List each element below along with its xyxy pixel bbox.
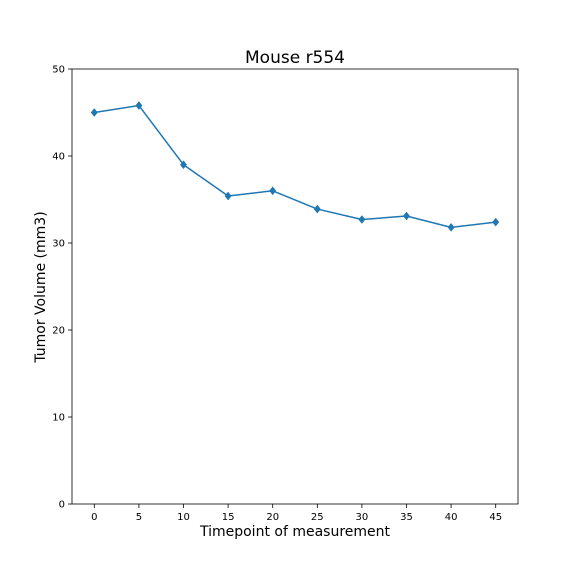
x-tick-label: 25	[311, 512, 324, 523]
x-tick-label: 5	[136, 512, 142, 523]
data-point-marker	[179, 160, 188, 170]
x-tick-label: 0	[91, 512, 97, 523]
y-tick-label: 30	[52, 239, 65, 250]
data-point-marker	[313, 204, 321, 214]
x-tick-label: 40	[445, 512, 458, 523]
y-tick-label: 10	[52, 413, 65, 424]
plot-frame	[71, 68, 519, 505]
data-point-marker	[402, 211, 411, 221]
plot-area: 0 5 10 15 20 25 30 35 40 45 0 10 20 30 40 50	[52, 65, 519, 523]
chart-title: Mouse r554	[245, 48, 345, 68]
y-axis-title: Tumor Volume (mm3)	[33, 211, 49, 363]
x-tick-label: 30	[356, 512, 369, 523]
x-tick-label: 35	[400, 512, 413, 523]
data-point-marker	[135, 101, 143, 110]
y-tick-label: 50	[52, 65, 65, 76]
x-tick-label: 15	[222, 512, 235, 523]
y-tick-label: 0	[59, 500, 65, 511]
x-axis-title: Timepoint of measurement	[199, 524, 391, 540]
x-tick-label: 10	[177, 512, 190, 523]
data-point-marker	[90, 108, 98, 117]
y-tick-label: 20	[52, 326, 65, 337]
y-tick-label: 40	[52, 152, 65, 163]
data-point-marker	[492, 217, 500, 227]
data-point-marker	[358, 215, 366, 224]
series-line	[94, 104, 496, 229]
x-tick-label: 45	[489, 512, 502, 523]
data-point-marker	[224, 191, 232, 201]
x-tick-label: 20	[266, 512, 279, 523]
data-point-marker	[447, 222, 455, 232]
data-point-marker	[269, 186, 277, 196]
